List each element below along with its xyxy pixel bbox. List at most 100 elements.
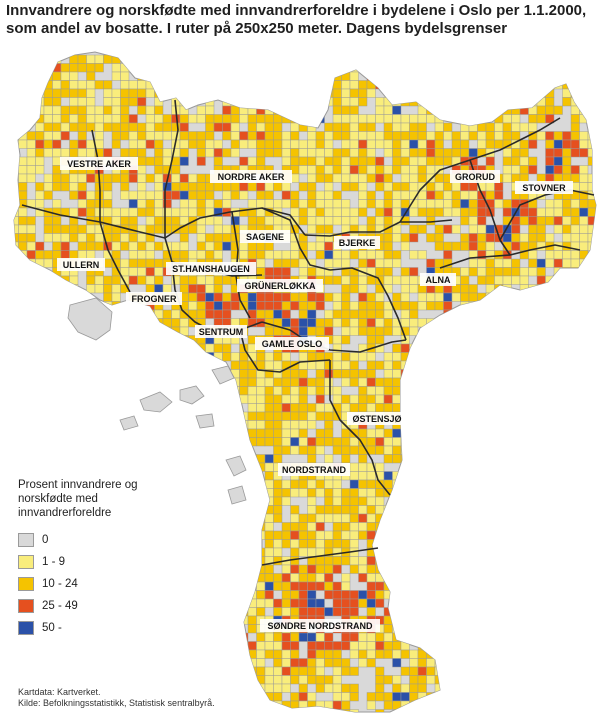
- grid-cell: [528, 700, 538, 710]
- grid-cell: [179, 97, 189, 107]
- grid-cell: [460, 54, 470, 64]
- grid-cell: [120, 207, 130, 217]
- grid-cell: [417, 352, 427, 362]
- grid-cell: [137, 428, 147, 438]
- grid-cell: [349, 496, 359, 506]
- grid-cell: [451, 454, 461, 464]
- grid-cell: [14, 284, 19, 294]
- grid-cell: [264, 199, 274, 209]
- grid-cell: [553, 301, 563, 311]
- grid-cell: [52, 97, 62, 107]
- grid-cell: [298, 692, 308, 702]
- grid-cell: [69, 80, 79, 90]
- grid-cell: [307, 131, 317, 141]
- grid-cell: [485, 700, 495, 710]
- grid-cell: [222, 632, 232, 642]
- grid-cell: [14, 454, 19, 464]
- grid-cell: [587, 641, 596, 651]
- grid-cell: [111, 352, 121, 362]
- grid-cell: [290, 556, 300, 566]
- grid-cell: [426, 666, 436, 676]
- grid-cell: [545, 386, 555, 396]
- grid-cell: [18, 284, 28, 294]
- grid-cell: [460, 522, 470, 532]
- grid-cell: [77, 207, 87, 217]
- grid-cell: [485, 598, 495, 608]
- grid-cell: [222, 445, 232, 455]
- grid-cell: [528, 394, 538, 404]
- grid-cell: [528, 377, 538, 387]
- grid-cell: [562, 54, 572, 64]
- grid-cell: [597, 684, 606, 693]
- grid-cell: [154, 445, 164, 455]
- grid-cell: [426, 598, 436, 608]
- grid-cell: [511, 556, 521, 566]
- grid-cell: [451, 241, 461, 251]
- grid-cell: [553, 692, 563, 702]
- grid-cell: [400, 522, 410, 532]
- grid-cell: [247, 199, 257, 209]
- grid-cell: [128, 309, 138, 319]
- grid-cell: [18, 190, 28, 200]
- grid-cell: [587, 479, 596, 489]
- grid-cell: [307, 564, 317, 574]
- grid-cell: [528, 530, 538, 540]
- grid-cell: [349, 445, 359, 455]
- grid-cell: [315, 80, 325, 90]
- grid-cell: [307, 352, 317, 362]
- grid-cell: [553, 386, 563, 396]
- grid-cell: [341, 71, 351, 81]
- grid-cell: [383, 454, 393, 464]
- grid-cell: [26, 462, 36, 472]
- grid-cell: [18, 207, 28, 217]
- grid-cell: [545, 148, 555, 158]
- grid-cell: [247, 292, 257, 302]
- grid-cell: [341, 496, 351, 506]
- grid-cell: [196, 437, 206, 447]
- grid-cell: [426, 607, 436, 617]
- grid-cell: [519, 233, 529, 243]
- boundary-18: [164, 99, 179, 238]
- grid-cell: [417, 173, 427, 183]
- grid-cell: [477, 301, 487, 311]
- grid-cell: [494, 292, 504, 302]
- grid-cell: [366, 632, 376, 642]
- grid-cell: [128, 369, 138, 379]
- grid-cell: [298, 148, 308, 158]
- grid-cell: [451, 139, 461, 149]
- grid-cell: [273, 641, 283, 651]
- grid-cell: [562, 471, 572, 481]
- grid-cell: [315, 522, 325, 532]
- grid-cell: [264, 292, 274, 302]
- grid-cell: [52, 377, 62, 387]
- grid-cell: [196, 343, 206, 353]
- grid-cell: [298, 420, 308, 430]
- grid-cell: [434, 420, 444, 430]
- grid-cell: [392, 352, 402, 362]
- grid-cell: [52, 369, 62, 379]
- grid-cell: [307, 496, 317, 506]
- grid-cell: [26, 267, 36, 277]
- grid-cell: [298, 658, 308, 668]
- grid-cell: [86, 454, 96, 464]
- grid-cell: [205, 199, 215, 209]
- grid-cell: [205, 505, 215, 515]
- grid-cell: [528, 301, 538, 311]
- grid-cell: [171, 63, 181, 73]
- grid-cell: [545, 547, 555, 557]
- grid-cell: [536, 471, 546, 481]
- grid-cell: [511, 394, 521, 404]
- grid-cell: [375, 199, 385, 209]
- grid-cell: [213, 615, 223, 625]
- grid-cell: [409, 556, 419, 566]
- grid-cell: [60, 437, 70, 447]
- grid-cell: [400, 63, 410, 73]
- grid-cell: [196, 241, 206, 251]
- grid-cell: [69, 428, 79, 438]
- grid-cell: [519, 343, 529, 353]
- grid-cell: [35, 335, 45, 345]
- grid-cell: [519, 649, 529, 659]
- grid-cell: [443, 156, 453, 166]
- grid-cell: [35, 658, 45, 668]
- legend-row-2: 10 - 24: [18, 574, 188, 593]
